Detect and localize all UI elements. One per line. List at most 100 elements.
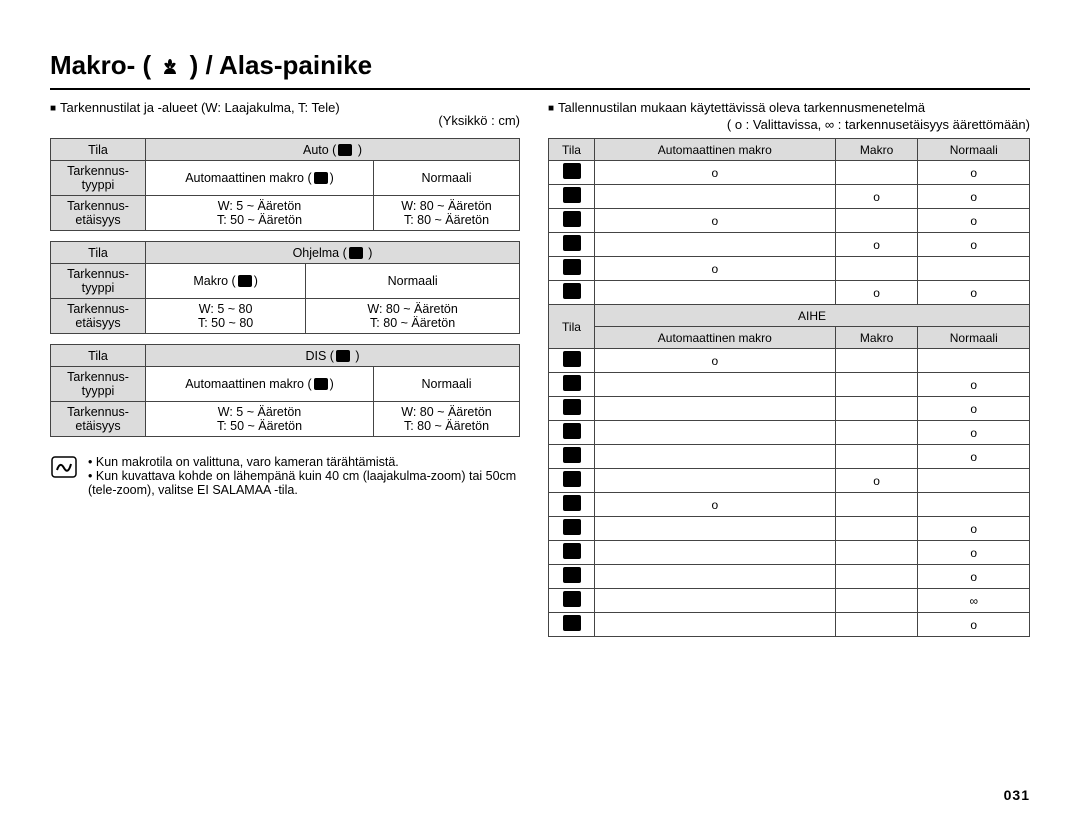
cell-a xyxy=(595,445,836,469)
cell-b xyxy=(835,517,918,541)
mode-cell xyxy=(549,613,595,637)
cell-a xyxy=(595,421,836,445)
mode-icon xyxy=(563,283,581,299)
macro-icon xyxy=(238,275,252,287)
mode-icon xyxy=(563,163,581,179)
col-automacro2: Automaattinen makro xyxy=(595,327,836,349)
mode-cell xyxy=(549,589,595,613)
spec-table-dis: Tila DIS ( ) Tarkennus- tyyppi Automaatt… xyxy=(50,344,520,437)
mode-cell xyxy=(549,185,595,209)
mode-cell xyxy=(549,373,595,397)
unit-label: (Yksikkö : cm) xyxy=(50,113,520,128)
mode-icon xyxy=(563,351,581,367)
col-normal2: Normaali xyxy=(918,327,1030,349)
row-tila: Tila xyxy=(51,345,146,367)
col-automacro: Automaattinen makro xyxy=(595,139,836,161)
cell-b xyxy=(835,493,918,517)
macro-flower-icon xyxy=(160,53,180,84)
mode-icon xyxy=(563,495,581,511)
mode-cell xyxy=(549,233,595,257)
cell-b xyxy=(835,257,918,281)
macro-auto-icon xyxy=(314,172,328,184)
mode-cell xyxy=(549,161,595,185)
cell-a xyxy=(595,469,836,493)
right-column: Tallennustilan mukaan käytettävissä olev… xyxy=(548,100,1030,637)
col-tila: Tila xyxy=(549,139,595,161)
mode-cell xyxy=(549,257,595,281)
cell-b xyxy=(835,397,918,421)
note-icon xyxy=(50,455,78,479)
cell-c: o xyxy=(918,161,1030,185)
cell-c xyxy=(918,493,1030,517)
mode-icon xyxy=(563,259,581,275)
cell-b: o xyxy=(835,281,918,305)
camera-icon xyxy=(338,144,352,156)
note-item: Kun kuvattava kohde on lähempänä kuin 40… xyxy=(88,469,520,497)
cell-a xyxy=(595,541,836,565)
cell-a xyxy=(595,589,836,613)
cell-a xyxy=(595,565,836,589)
mode-cell xyxy=(549,493,595,517)
cell-c: o xyxy=(918,209,1030,233)
cell-a xyxy=(595,517,836,541)
cell-b xyxy=(835,541,918,565)
mode-icon xyxy=(563,399,581,415)
cell-c xyxy=(918,257,1030,281)
macro-auto-icon xyxy=(314,378,328,390)
row-etaisyys: Tarkennus- etäisyys xyxy=(51,402,146,437)
cell-d1: W: 5 ~ ÄäretönT: 50 ~ Ääretön xyxy=(146,196,374,231)
cell-c: o xyxy=(918,233,1030,257)
col-makro2: Makro xyxy=(835,327,918,349)
cell-b: o xyxy=(835,469,918,493)
mode-icon xyxy=(563,211,581,227)
cell-d1: W: 5 ~ 80T: 50 ~ 80 xyxy=(146,299,306,334)
cell-c: o xyxy=(918,445,1030,469)
cell-b xyxy=(835,373,918,397)
cell-b xyxy=(835,209,918,233)
cell-d1: W: 5 ~ ÄäretönT: 50 ~ Ääretön xyxy=(146,402,374,437)
mode-icon xyxy=(563,447,581,463)
mode-cell xyxy=(549,517,595,541)
cell-b xyxy=(835,445,918,469)
mode-icon xyxy=(563,615,581,631)
cell-a: o xyxy=(595,349,836,373)
page-number: 031 xyxy=(1004,787,1030,803)
cell-c xyxy=(918,349,1030,373)
title-pre: Makro- ( xyxy=(50,50,151,80)
mode-icon xyxy=(563,187,581,203)
cell-c: o xyxy=(918,281,1030,305)
row-tyyppi: Tarkennus- tyyppi xyxy=(51,264,146,299)
aihe-header: AIHE xyxy=(595,305,1030,327)
cell-b: o xyxy=(835,233,918,257)
row-tyyppi: Tarkennus- tyyppi xyxy=(51,367,146,402)
cell-automacro: Automaattinen makro () xyxy=(146,161,374,196)
note-box: Kun makrotila on valittuna, varo kameran… xyxy=(50,455,520,497)
cell-c: o xyxy=(918,185,1030,209)
mode-icon xyxy=(563,471,581,487)
note-item: Kun makrotila on valittuna, varo kameran… xyxy=(88,455,520,469)
mode-icon xyxy=(563,235,581,251)
mode-icon xyxy=(563,375,581,391)
cell-b xyxy=(835,565,918,589)
right-bullet: Tallennustilan mukaan käytettävissä olev… xyxy=(548,100,1030,115)
col-normal: Normaali xyxy=(918,139,1030,161)
cell-normal: Normaali xyxy=(374,161,520,196)
cell-b: o xyxy=(835,185,918,209)
cell-c: o xyxy=(918,613,1030,637)
cell-macro: Makro () xyxy=(146,264,306,299)
row-tyyppi: Tarkennus- tyyppi xyxy=(51,161,146,196)
row-etaisyys: Tarkennus- etäisyys xyxy=(51,196,146,231)
cell-c xyxy=(918,469,1030,493)
row-tila-val: DIS ( ) xyxy=(146,345,520,367)
cell-c: o xyxy=(918,565,1030,589)
cell-c: o xyxy=(918,397,1030,421)
cell-b xyxy=(835,421,918,445)
cell-automacro: Automaattinen makro () xyxy=(146,367,374,402)
cell-c: ∞ xyxy=(918,589,1030,613)
mode-cell xyxy=(549,541,595,565)
focus-matrix: Tila Automaattinen makro Makro Normaali … xyxy=(548,138,1030,637)
cell-normal: Normaali xyxy=(374,367,520,402)
mode-cell xyxy=(549,349,595,373)
row-tila-val: Ohjelma ( ) xyxy=(146,242,520,264)
cell-b xyxy=(835,589,918,613)
